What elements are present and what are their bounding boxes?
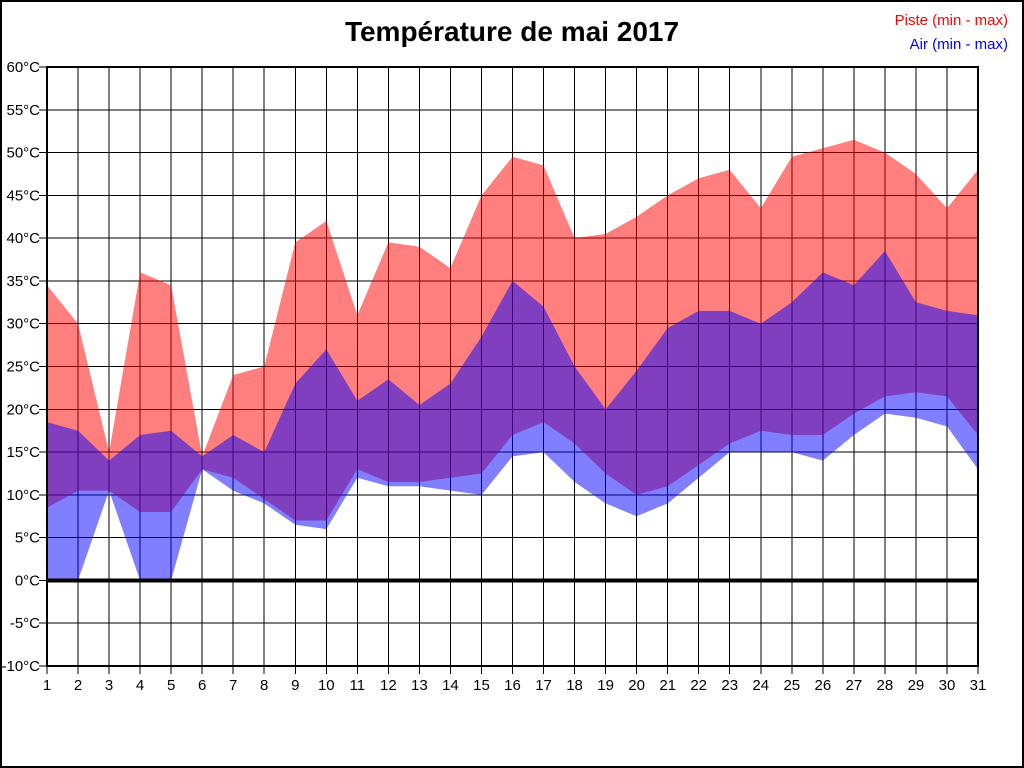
y-tick-label: 20°C <box>6 401 40 418</box>
temperature-bands <box>47 139 978 581</box>
band-air <box>47 251 978 581</box>
x-tick-label: 6 <box>198 677 206 694</box>
axis-labels: 60°C55°C50°C45°C40°C35°C30°C25°C20°C15°C… <box>1 59 986 694</box>
x-tick-label: 14 <box>442 677 459 694</box>
x-tick-label: 7 <box>229 677 237 694</box>
x-tick-label: 19 <box>597 677 614 694</box>
x-tick-label: 16 <box>504 677 521 694</box>
y-tick-label: 50°C <box>6 145 40 162</box>
x-tick-label: 25 <box>783 677 800 694</box>
x-tick-label: 10 <box>318 677 335 694</box>
y-tick-label: 35°C <box>6 273 40 290</box>
x-tick-label: 29 <box>908 677 925 694</box>
x-tick-label: 3 <box>105 677 113 694</box>
y-tick-label: 30°C <box>6 316 40 333</box>
x-tick-label: 15 <box>473 677 490 694</box>
legend: Piste (min - max) Air (min - max) <box>895 12 1008 53</box>
y-tick-label: 55°C <box>6 102 40 119</box>
x-tick-label: 26 <box>814 677 831 694</box>
legend-item-air: Air (min - max) <box>910 36 1008 53</box>
x-tick-label: 8 <box>260 677 268 694</box>
x-tick-label: 11 <box>350 677 366 694</box>
y-tick-label: -5°C <box>10 615 40 632</box>
chart-title: Température de mai 2017 <box>345 16 679 47</box>
y-tick-label: 15°C <box>6 444 40 461</box>
x-tick-label: 2 <box>74 677 82 694</box>
x-tick-label: 18 <box>566 677 583 694</box>
x-tick-label: 13 <box>411 677 428 694</box>
x-tick-label: 5 <box>167 677 175 694</box>
x-tick-label: 4 <box>136 677 144 694</box>
x-tick-label: 17 <box>535 677 552 694</box>
x-tick-label: 9 <box>291 677 299 694</box>
x-tick-label: 22 <box>690 677 707 694</box>
x-tick-label: 1 <box>43 677 51 694</box>
y-tick-label: 45°C <box>6 187 40 204</box>
x-tick-label: 12 <box>380 677 397 694</box>
x-tick-label: 24 <box>752 677 769 694</box>
x-tick-label: 23 <box>721 677 738 694</box>
y-tick-label: 0°C <box>15 572 40 589</box>
y-tick-label: 5°C <box>15 530 40 547</box>
x-tick-label: 27 <box>846 677 863 694</box>
y-tick-label: 10°C <box>6 487 40 504</box>
x-tick-label: 30 <box>939 677 956 694</box>
x-tick-label: 31 <box>970 677 987 694</box>
y-tick-label: -10°C <box>1 658 40 675</box>
plot-border <box>46 66 979 667</box>
x-tick-label: 28 <box>877 677 894 694</box>
y-tick-label: 60°C <box>6 59 40 76</box>
y-tick-label: 25°C <box>6 359 40 376</box>
plot-frame <box>39 66 979 674</box>
y-tick-label: 40°C <box>6 230 40 247</box>
x-tick-label: 21 <box>659 677 676 694</box>
legend-item-piste: Piste (min - max) <box>895 12 1008 29</box>
x-tick-label: 20 <box>628 677 645 694</box>
